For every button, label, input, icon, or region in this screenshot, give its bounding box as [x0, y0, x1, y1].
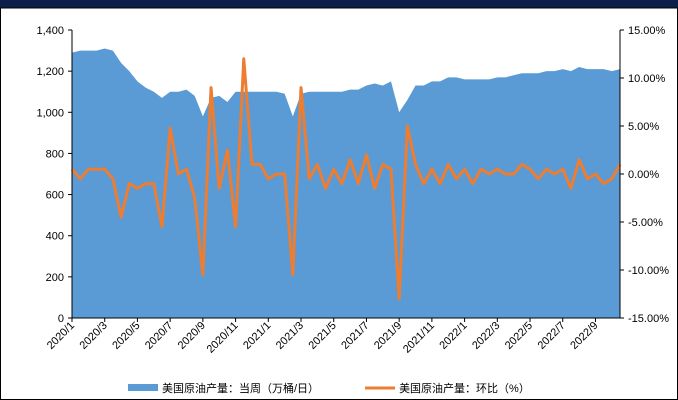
legend-label: 美国原油产量：环比（%） — [399, 381, 530, 395]
x-tick-label: 2021/5 — [307, 320, 339, 352]
y2-tick-label: 0.00% — [628, 169, 659, 181]
x-tick-label: 2022/1 — [437, 320, 469, 352]
x-tick-label: 2022/5 — [503, 320, 535, 352]
y-tick-label: 400 — [46, 231, 64, 243]
x-tick-label: 2022/3 — [470, 320, 502, 352]
y2-tick-label: -10.00% — [628, 265, 669, 277]
y2-tick-label: -5.00% — [628, 217, 663, 229]
top-band — [0, 0, 678, 8]
x-tick-label: 2020/11 — [205, 320, 241, 356]
x-tick-label: 2022/9 — [568, 320, 600, 352]
y-tick-label: 1,000 — [36, 107, 64, 119]
x-tick-label: 2021/3 — [274, 320, 306, 352]
y2-tick-label: 10.00% — [628, 73, 666, 85]
y-tick-label: 0 — [58, 313, 64, 325]
x-tick-label: 2021/11 — [401, 320, 437, 356]
x-tick-label: 2020/3 — [78, 320, 110, 352]
y-tick-label: 600 — [46, 190, 64, 202]
y2-tick-label: -15.00% — [628, 313, 669, 325]
legend-swatch — [128, 384, 158, 391]
x-tick-label: 2020/5 — [110, 320, 142, 352]
x-tick-label: 2021/1 — [241, 320, 273, 352]
y-tick-label: 1,400 — [36, 25, 64, 37]
x-tick-label: 2022/7 — [536, 320, 568, 352]
y2-tick-label: 15.00% — [628, 25, 666, 37]
line — [70, 57, 622, 301]
y2-tick-label: 5.00% — [628, 121, 659, 133]
x-tick-label: 2020/9 — [176, 320, 208, 352]
y-tick-label: 1,200 — [36, 66, 64, 78]
y-tick-label: 800 — [46, 148, 64, 160]
x-tick-label: 2021/7 — [339, 320, 371, 352]
y-tick-label: 200 — [46, 272, 64, 284]
legend-label: 美国原油产量：当周（万桶/日） — [162, 381, 319, 395]
x-tick-label: 2020/7 — [143, 320, 175, 352]
x-tick-label: 2021/9 — [372, 320, 404, 352]
